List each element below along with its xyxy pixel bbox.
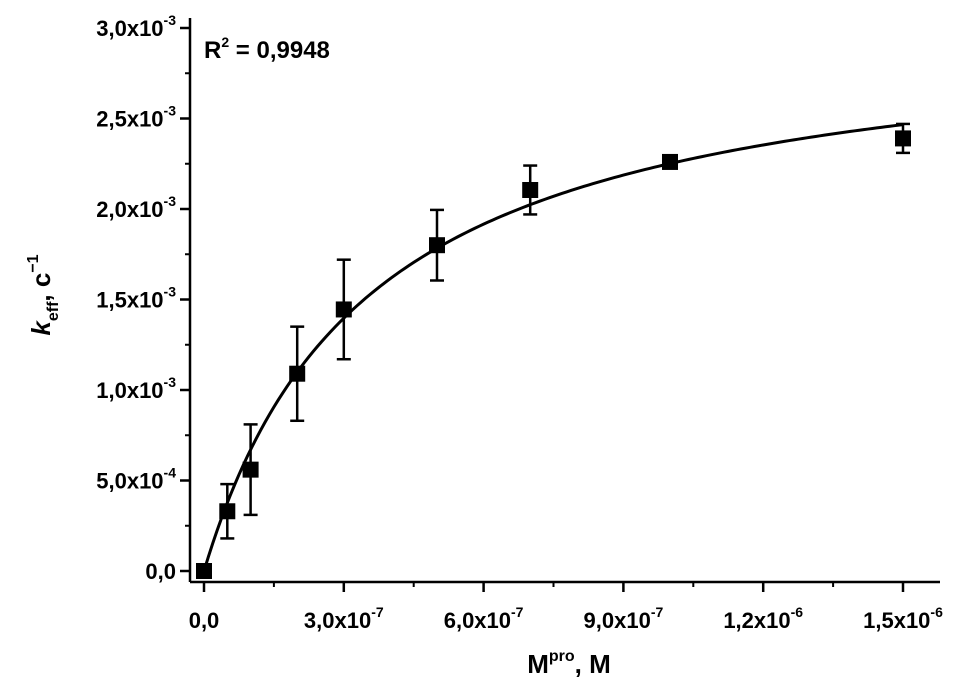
x-tick-label: 0,0 xyxy=(189,608,220,633)
axes xyxy=(188,18,940,584)
x-tick-label: 3,0x10-7 xyxy=(304,604,384,633)
data-point xyxy=(196,563,212,579)
square-marker xyxy=(895,130,911,147)
square-marker xyxy=(219,503,236,520)
y-tick-label: 3,0x10-3 xyxy=(96,12,176,41)
r-squared-annotation: R2 = 0,9948 xyxy=(204,34,330,64)
x-axis-title: Mpro, M xyxy=(527,648,611,679)
x-tick-label: 6,0x10-7 xyxy=(444,604,524,633)
square-marker xyxy=(242,461,259,478)
data-point xyxy=(242,423,259,517)
y-tick-label: 2,5x10-3 xyxy=(96,103,176,132)
x-tick-label: 9,0x10-7 xyxy=(584,604,664,633)
y-tick-label: 5,0x10-4 xyxy=(96,465,176,494)
square-marker xyxy=(522,181,539,198)
x-tick-label: 1,2x10-6 xyxy=(723,604,803,633)
square-marker xyxy=(429,237,445,254)
x-ticks: 0,0 3,0x10-7 6,0x10-7 9,0x10-7 1,2x10-6 1,5x1… xyxy=(189,582,943,633)
x-tick-label: 1,5x10-6 xyxy=(863,604,943,633)
y-axis-title: keff, c−1 xyxy=(25,254,62,335)
data-point xyxy=(895,122,911,155)
data-point xyxy=(662,153,678,170)
y-ticks: 0,0 5,0x10-4 1,0x10-3 1,5x10-3 2,0x10-3 2,5x1… xyxy=(96,12,190,584)
y-tick-label: 1,0x10-3 xyxy=(96,374,176,403)
data-point xyxy=(289,325,306,423)
data-point xyxy=(335,258,352,361)
square-marker xyxy=(662,153,678,170)
data-points xyxy=(196,122,911,579)
square-marker xyxy=(289,365,306,382)
y-tick-label: 2,0x10-3 xyxy=(96,193,176,222)
y-tick-label: 1,5x10-3 xyxy=(96,284,176,313)
data-point xyxy=(429,208,445,282)
y-tick-label: 0,0 xyxy=(145,559,176,584)
square-marker xyxy=(335,301,352,318)
square-marker xyxy=(196,563,212,579)
data-point xyxy=(219,482,236,540)
fit-curve xyxy=(202,123,904,572)
data-point xyxy=(522,164,539,216)
